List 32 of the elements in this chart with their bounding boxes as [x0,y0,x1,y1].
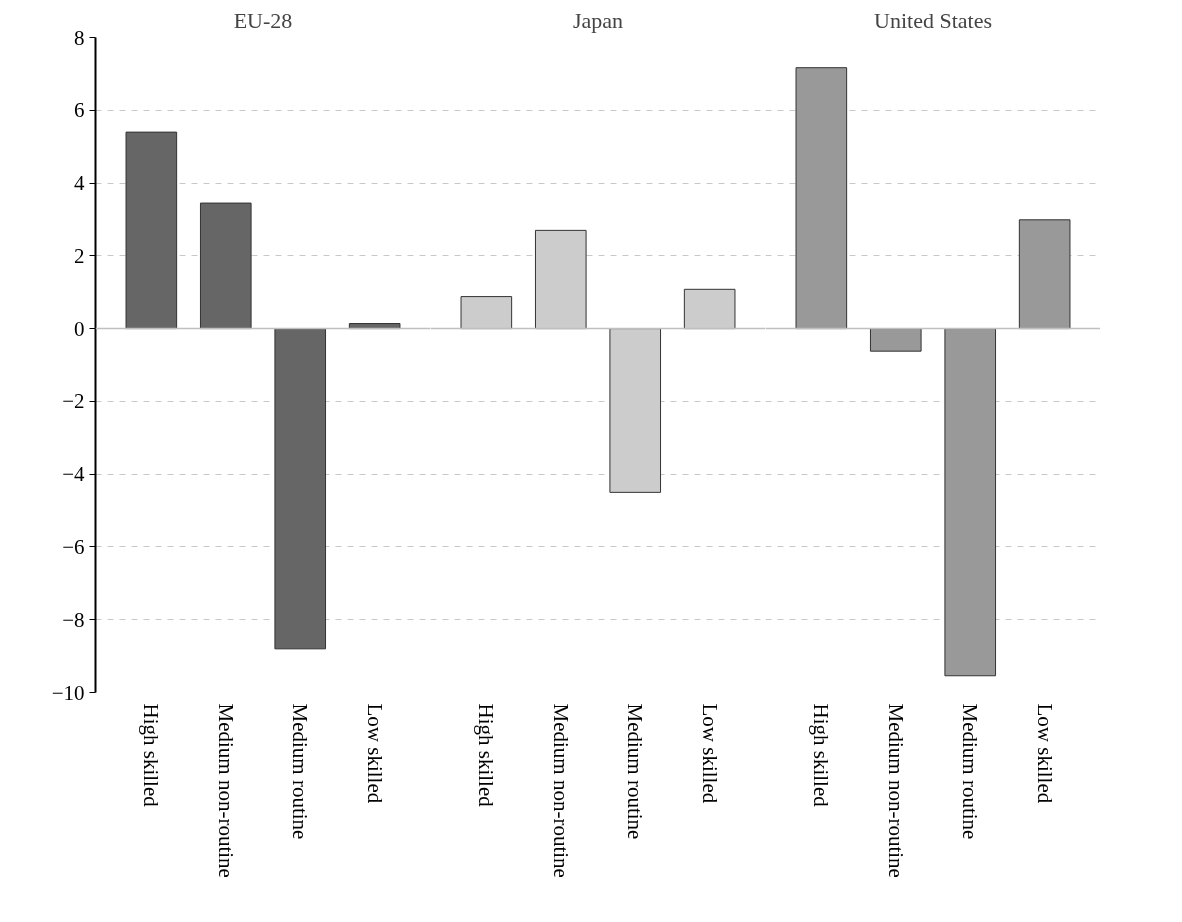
x-tick-label: High skilled [474,703,499,808]
bar [125,131,178,330]
bar [683,288,736,330]
y-tick-label: −10 [51,680,85,705]
x-tick-label: Medium non-routine [548,703,573,878]
x-tick-label: Medium non-routine [213,703,238,878]
chart-title: United States [874,7,992,33]
x-tick-label: Low skilled [362,703,387,804]
bar [199,202,252,330]
chart-title: Japan [572,7,624,33]
y-tick-label: 0 [74,316,85,341]
y-tick-label: 4 [74,171,85,196]
bar [609,328,662,493]
x-tick-label: Medium routine [288,703,313,840]
bar [534,229,587,330]
x-tick-label: Low skilled [697,703,722,804]
y-tick-label: −4 [62,462,85,487]
x-tick-label: Medium routine [958,703,983,840]
x-tick-label: High skilled [139,703,164,808]
y-tick-label: 6 [74,98,85,123]
x-tick-label: High skilled [809,703,834,808]
x-tick-label: Medium non-routine [883,703,908,878]
y-tick-label: 2 [74,243,85,268]
y-tick-label: 8 [74,25,85,50]
x-tick-label: Low skilled [1032,703,1057,804]
bar [274,328,327,650]
y-tick-label: −2 [62,389,85,414]
bar [460,296,513,330]
y-tick-label: −6 [62,534,85,559]
y-tick-label: −8 [62,607,85,632]
chart-title: EU-28 [233,7,293,33]
x-tick-label: Medium routine [623,703,648,840]
